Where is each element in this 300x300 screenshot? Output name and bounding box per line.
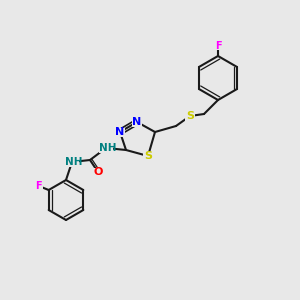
Text: N: N (116, 127, 124, 137)
Text: S: S (144, 151, 152, 161)
Bar (214, 42, 222, 50)
Text: NH: NH (65, 157, 83, 167)
Text: F: F (215, 41, 221, 51)
Bar (115, 128, 125, 136)
Bar (132, 118, 142, 127)
Text: F: F (35, 181, 42, 191)
Bar (65, 158, 79, 166)
Bar (99, 143, 113, 152)
Text: S: S (186, 111, 194, 121)
Bar (35, 182, 43, 190)
Bar (143, 152, 153, 160)
Text: N: N (132, 117, 142, 127)
Text: NH: NH (99, 143, 117, 153)
Bar (94, 167, 103, 176)
Text: O: O (93, 167, 103, 177)
Bar (185, 112, 195, 121)
